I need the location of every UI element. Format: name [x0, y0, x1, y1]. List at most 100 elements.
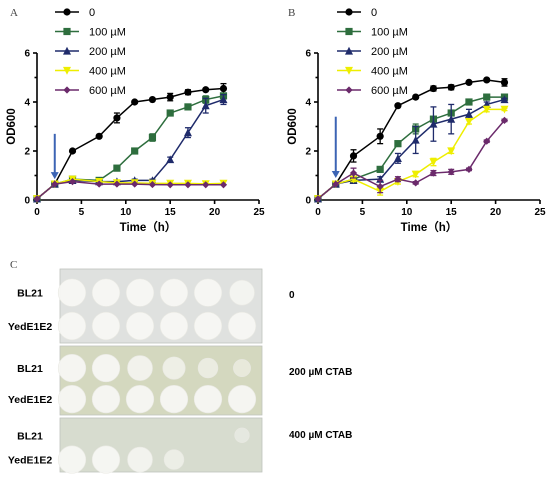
data-point: [95, 180, 103, 188]
y-axis-title: OD600: [6, 108, 18, 144]
x-tick-label: 20: [490, 207, 502, 218]
axes: [33, 52, 260, 204]
data-point: [113, 114, 121, 122]
legend-label: 200 µM: [89, 46, 126, 58]
colony-spot: [91, 278, 121, 307]
data-point: [500, 78, 509, 86]
x-tick-label: 20: [209, 207, 221, 218]
legend-label: 600 µM: [89, 85, 126, 97]
legend-marker: [345, 8, 353, 16]
panel-letter-c: C: [10, 259, 17, 271]
data-point: [166, 93, 174, 101]
legend-marker: [63, 66, 71, 75]
panel-letter-a: A: [10, 7, 18, 19]
colony-spot: [233, 359, 251, 377]
data-point: [447, 147, 456, 156]
data-point: [376, 182, 384, 191]
colony-spot: [127, 355, 153, 381]
series-3: [33, 175, 228, 203]
colony-spot: [91, 353, 121, 383]
x-tick-label: 15: [165, 207, 177, 218]
x-tick-label: 10: [401, 207, 413, 218]
plate-1: BL21 YedE1E2 200 µM CTAB: [8, 345, 352, 416]
x-axis-title: Time（h）: [401, 220, 458, 234]
strain-label: BL21: [17, 288, 43, 300]
arrow-head: [50, 172, 59, 180]
data-point: [429, 119, 438, 128]
induction-arrow: [331, 116, 340, 178]
legend-label: 400 µM: [89, 66, 126, 78]
y-tick-label: 2: [24, 147, 30, 158]
y-axis-title: OD600: [287, 108, 299, 144]
colony-spot: [57, 278, 87, 307]
data-point: [131, 180, 139, 188]
legend-label: 0: [371, 7, 377, 19]
series-4: [314, 116, 509, 203]
y-tick-label: 0: [305, 196, 311, 207]
data-point: [483, 137, 491, 145]
legend-marker: [63, 27, 71, 36]
data-point: [429, 84, 438, 93]
data-point: [68, 178, 77, 186]
colony-spot: [159, 385, 189, 414]
data-point: [464, 118, 473, 126]
colony-spot: [159, 278, 189, 307]
strain-label: BL21: [17, 363, 43, 375]
data-point: [394, 175, 402, 183]
y-tick-label: 0: [24, 196, 30, 207]
colony-spot: [229, 279, 255, 306]
data-point: [376, 165, 384, 173]
legend-marker: [345, 27, 353, 36]
colony-spot: [159, 311, 189, 341]
data-point: [465, 165, 473, 173]
series-2: [33, 94, 228, 203]
strain-label: BL21: [17, 430, 43, 442]
colony-spot: [57, 445, 87, 474]
data-point: [131, 98, 139, 106]
growth-chart-a: 0 5 10 15 20 25 0 2 4 6 Time（h） OD600 0 100 µM 200 µM 4…: [6, 7, 265, 234]
data-point: [184, 103, 192, 111]
growth-chart-b: 0 5 10 15 20 25 0 2 4 6 Time（h） OD600 0 100 µM 200 µM 4…: [287, 7, 546, 234]
series-2: [314, 95, 509, 203]
data-point: [95, 132, 103, 140]
colony-spot: [127, 446, 153, 473]
series-0: [314, 76, 509, 203]
legend-label: 100 µM: [89, 27, 126, 39]
data-point: [393, 154, 402, 162]
series-4: [33, 178, 228, 203]
data-point: [349, 152, 358, 160]
legend-label: 400 µM: [371, 66, 408, 78]
data-point: [166, 109, 174, 117]
plate-2: BL21 YedE1E2 400 µM CTAB: [8, 417, 352, 474]
data-point: [349, 169, 358, 177]
colony-spot: [91, 445, 121, 474]
data-point: [148, 180, 157, 189]
data-point: [184, 88, 192, 96]
colony-spot: [193, 385, 223, 414]
x-tick-label: 25: [534, 207, 546, 218]
legend: 0 100 µM 200 µM 400 µM 600 µM: [55, 7, 126, 97]
legend-marker: [345, 86, 353, 94]
data-point: [447, 83, 455, 91]
data-point: [500, 105, 509, 114]
arrow-head: [331, 170, 340, 178]
colony-spot: [197, 357, 219, 379]
colony-spot: [91, 311, 121, 341]
y-tick-label: 2: [305, 147, 311, 158]
panel-letter-b: B: [288, 7, 295, 19]
data-point: [412, 179, 420, 187]
data-point: [148, 133, 157, 142]
condition-label: 200 µM CTAB: [289, 367, 352, 378]
data-point: [113, 180, 121, 188]
colony-spot: [57, 385, 87, 414]
data-point: [148, 95, 157, 104]
data-point: [465, 98, 473, 106]
series-line: [317, 108, 505, 200]
data-point: [500, 116, 509, 124]
y-tick-label: 6: [24, 49, 30, 60]
legend: 0 100 µM 200 µM 400 µM 600 µM: [337, 7, 408, 97]
data-point: [201, 101, 210, 110]
legend-label: 100 µM: [371, 27, 408, 39]
data-point: [131, 147, 139, 155]
